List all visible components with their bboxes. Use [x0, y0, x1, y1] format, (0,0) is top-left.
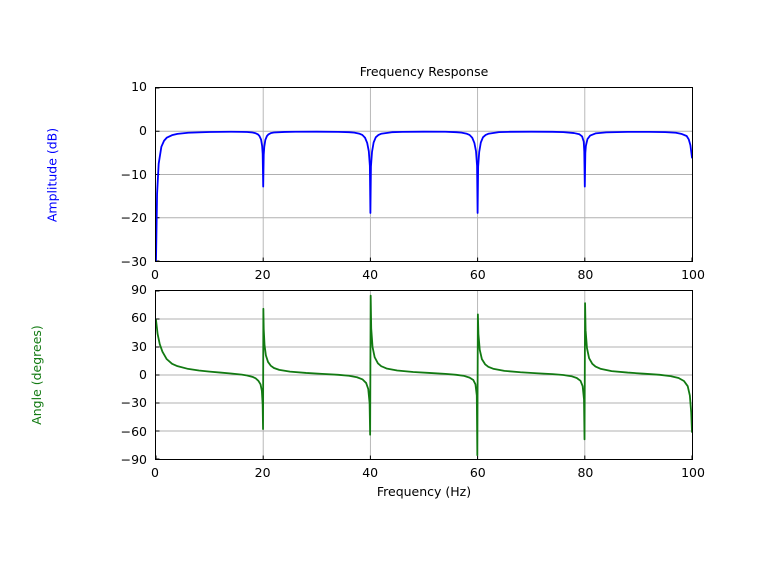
amplitude-ytick-label: −10	[120, 166, 147, 182]
amplitude-ytick-label: 0	[139, 122, 147, 138]
phase-xtick-label: 0	[151, 465, 159, 480]
amplitude-xtick-label: 0	[151, 267, 159, 282]
amplitude-ytick-label: −30	[120, 254, 147, 269]
phase-axis-label: Angle (degrees)	[29, 325, 44, 425]
figure-title: Frequency Response	[359, 64, 489, 79]
phase-xtick-label: 100	[681, 465, 705, 480]
amplitude-ytick-label: 10	[131, 79, 147, 94]
amplitude-xtick-label: 20	[254, 267, 271, 282]
phase-plot-svg	[156, 291, 692, 459]
phase-ytick-label: 30	[131, 338, 147, 354]
amplitude-plot-area	[155, 87, 693, 262]
phase-ytick-label: 90	[131, 282, 147, 297]
phase-plot-area	[155, 290, 693, 460]
phase-ytick-label: −30	[120, 395, 147, 411]
phase-ytick-label: −60	[120, 423, 147, 439]
phase-xtick-label: 20	[254, 465, 271, 480]
x-axis-label: Frequency (Hz)	[376, 484, 472, 499]
amplitude-axis-label: Amplitude (dB)	[44, 127, 60, 223]
phase-xtick-label: 80	[577, 465, 594, 480]
amplitude-xtick-label: 80	[577, 267, 594, 282]
amplitude-xtick-label: 60	[469, 267, 486, 282]
phase-ytick-label: −90	[120, 452, 147, 467]
amplitude-xtick-label: 100	[681, 267, 705, 282]
phase-ytick-label: 60	[131, 310, 147, 326]
amplitude-xtick-label: 40	[362, 267, 379, 282]
amplitude-ytick-label: −20	[120, 210, 147, 226]
phase-ytick-label: 0	[139, 367, 147, 382]
phase-xtick-label: 40	[362, 465, 379, 480]
amplitude-plot-svg	[156, 88, 692, 261]
phase-xtick-label: 60	[469, 465, 486, 480]
